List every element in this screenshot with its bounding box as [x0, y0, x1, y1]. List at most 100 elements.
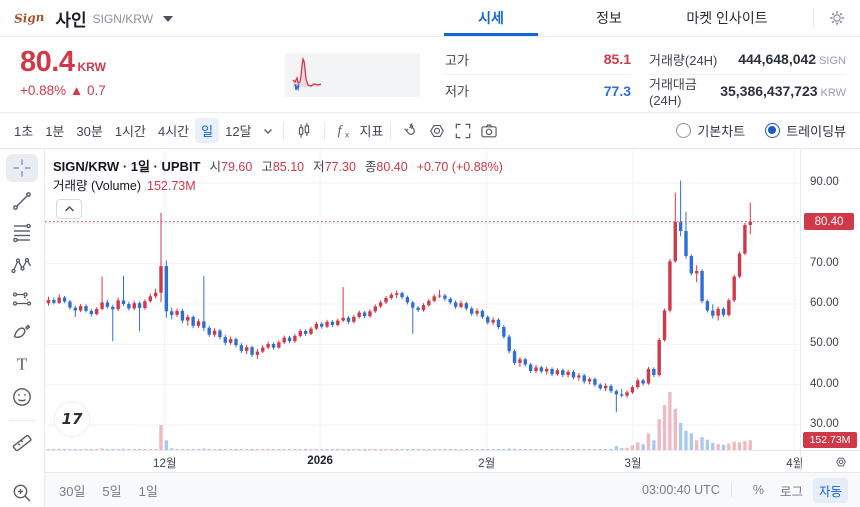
collapse-legend-button[interactable]	[56, 199, 82, 219]
ruler-icon	[12, 435, 32, 452]
range-30d-button[interactable]: 30일	[59, 483, 86, 499]
radio-tradingview[interactable]: 트레이딩뷰	[765, 121, 846, 140]
price-axis-label: 90.00	[810, 176, 839, 188]
stat-high: 고가 85.1	[445, 44, 631, 75]
pattern-tool-button[interactable]	[6, 252, 38, 280]
radio-off-icon	[676, 123, 692, 138]
price-axis-label: 60.00	[810, 297, 839, 310]
interval-12mo[interactable]: 12달	[225, 124, 252, 139]
camera-icon	[481, 123, 498, 137]
zoom-in-tool-button[interactable]	[6, 479, 38, 507]
price-axis-label: 40.00	[810, 377, 839, 390]
tab-price[interactable]: 시세	[432, 0, 550, 36]
radio-basic-chart[interactable]: 기본차트	[676, 121, 745, 140]
text-icon: T	[17, 355, 28, 374]
fib-retracement-tool-button[interactable]	[6, 219, 38, 247]
current-price: 80.4	[20, 46, 75, 78]
trend-line-tool-button[interactable]	[6, 187, 38, 215]
coin-pair: SIGN/KRW	[92, 12, 154, 26]
legend-close: 종80.40	[364, 160, 408, 174]
emoji-smiley-icon	[13, 387, 31, 406]
divider	[813, 8, 814, 28]
fib-lines-icon	[13, 223, 31, 243]
price-summary-row: 80.4 KRW +0.88% ▲ 0.7 고가 85.1 저가 77.3	[0, 37, 860, 113]
time-axis[interactable]: 12월 2026 2월 3월 4월	[45, 450, 803, 472]
projection-tool-button[interactable]	[6, 285, 38, 313]
price-axis[interactable]: 90.00 70.00 60.00 50.00 40.00 30.00 80.40 152…	[800, 149, 860, 472]
divider	[282, 121, 284, 140]
volume-legend: 거래량 (Volume) 152.73M	[53, 179, 196, 193]
auto-scale-button[interactable]: 자동	[812, 477, 848, 503]
indicators-button[interactable]: f x	[332, 118, 358, 144]
interval-1s[interactable]: 1초	[14, 124, 34, 139]
text-tool-button[interactable]: T	[6, 350, 38, 378]
tab-info[interactable]: 정보	[596, 10, 622, 26]
legend-symbol: SIGN/KRW · 1일 · UPBIT	[53, 159, 201, 174]
gear-icon	[830, 11, 844, 25]
tradingview-logo[interactable]: 17	[54, 401, 90, 437]
svg-text:x: x	[345, 130, 350, 139]
price-change: +0.88% ▲ 0.7	[20, 83, 106, 98]
axis-settings-gear-icon	[836, 457, 846, 466]
log-scale-button[interactable]: 로그	[779, 484, 803, 499]
magnifier-plus-icon	[13, 484, 31, 502]
coin-logo-icon: Sign	[13, 9, 45, 27]
chart-region: T	[0, 149, 860, 507]
range-5d-button[interactable]: 5일	[102, 483, 122, 499]
chart-pane[interactable]: SIGN/KRW · 1일 · UPBIT 시79.60 고85.10 저77.…	[45, 149, 803, 472]
chevron-up-icon	[64, 205, 74, 212]
brush-icon	[13, 324, 31, 339]
price-axis-label: 30.00	[810, 418, 839, 431]
tab-market-insight[interactable]: 마켓 인사이트	[686, 10, 768, 26]
interval-30m[interactable]: 30분	[76, 124, 103, 139]
interval-1h[interactable]: 1시간	[114, 124, 146, 139]
chevron-down-icon[interactable]	[163, 16, 174, 22]
fullscreen-icon	[456, 123, 471, 138]
percent-scale-button[interactable]: %	[752, 483, 764, 497]
sparkline-chart	[292, 56, 322, 92]
indicators-label[interactable]: 지표	[359, 124, 384, 139]
time-axis-label: 12월	[153, 458, 177, 470]
svg-text:f: f	[337, 122, 343, 137]
legend-low: 저77.30	[313, 160, 356, 174]
chart-settings-button[interactable]	[424, 118, 450, 144]
interval-1d[interactable]: 일	[195, 118, 220, 143]
fx-function-icon: f x	[337, 122, 350, 139]
divider	[390, 121, 392, 140]
drawing-toolbar: T	[0, 149, 45, 507]
brush-tool-button[interactable]	[6, 318, 38, 346]
snapshot-button[interactable]	[476, 118, 502, 144]
projection-icon	[12, 292, 32, 306]
price-axis-label: 50.00	[810, 337, 839, 350]
coin-title-block[interactable]: Sign 사인 SIGN/KRW	[0, 0, 432, 36]
time-axis-label: 2026	[307, 455, 333, 467]
axis-settings[interactable]	[801, 450, 860, 472]
current-price-block: 80.4 KRW +0.88% ▲ 0.7	[20, 46, 106, 98]
range-1d-button[interactable]: 1일	[138, 483, 158, 499]
settings-gear-button[interactable]	[814, 0, 860, 36]
interval-dropdown-button[interactable]	[262, 125, 274, 137]
interval-4h[interactable]: 4시간	[157, 124, 190, 139]
crosshair-tool-button[interactable]	[6, 154, 38, 182]
candle-style-button[interactable]	[291, 118, 317, 144]
candlestick-chart[interactable]	[45, 149, 800, 450]
time-axis-label: 3월	[624, 458, 642, 470]
magnet-button[interactable]	[398, 118, 424, 144]
stats-grid: 고가 85.1 저가 77.3 거래량(24H) 444,648,042 SIGN…	[445, 44, 846, 108]
settings-hexagon-icon	[430, 124, 445, 137]
trend-line-icon	[13, 191, 31, 210]
measure-tool-button[interactable]	[6, 426, 38, 454]
divider	[9, 419, 35, 421]
divider	[323, 121, 325, 140]
divider	[730, 483, 732, 497]
sparkline-panel	[285, 53, 420, 97]
chart-legend: SIGN/KRW · 1일 · UPBIT 시79.60 고85.10 저77.…	[53, 156, 503, 175]
time-axis-label: 4월	[786, 458, 804, 470]
utc-clock[interactable]: 03:00:40 UTC	[642, 483, 720, 497]
chart-bottom-bar: 30일 5일 1일 03:00:40 UTC % 로그 자동	[45, 472, 860, 507]
emoji-tool-button[interactable]	[6, 383, 38, 411]
interval-1m[interactable]: 1분	[45, 124, 65, 139]
current-volume-badge: 152.73M	[803, 432, 857, 448]
fullscreen-button[interactable]	[450, 118, 476, 144]
